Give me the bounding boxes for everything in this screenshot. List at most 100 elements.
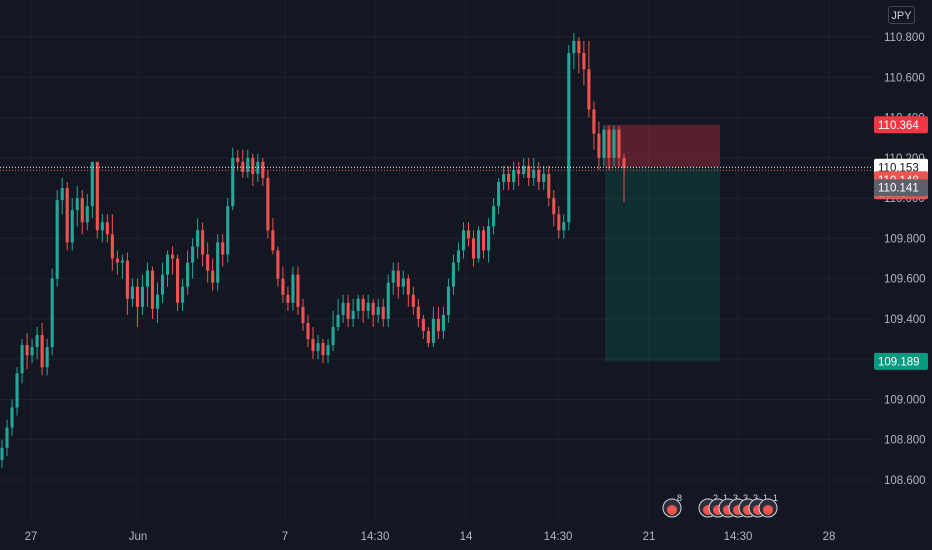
candle-down — [110, 214, 114, 271]
candle-body — [291, 274, 295, 303]
stop-loss-zone — [605, 124, 720, 168]
event-count-label: 1 — [723, 493, 728, 503]
candle-body — [130, 286, 134, 299]
event-count-label: 3 — [733, 493, 738, 503]
candle-up — [376, 298, 380, 323]
candle-body — [386, 282, 390, 319]
candle-body — [356, 298, 360, 311]
candle-body — [80, 198, 84, 223]
candle-body — [45, 347, 49, 368]
candle-body — [346, 302, 350, 319]
candle-up — [130, 278, 134, 307]
event-flag-dot — [667, 505, 677, 515]
candle-body — [416, 306, 420, 319]
candle-down — [436, 306, 440, 340]
candle-body — [20, 345, 24, 374]
price-label: 110.153 — [878, 162, 919, 174]
candle-up — [331, 310, 335, 352]
candle-body — [25, 345, 29, 356]
candle-body — [90, 161, 94, 207]
candle-up — [100, 214, 104, 243]
candle-body — [331, 326, 335, 346]
candle-body — [396, 270, 400, 287]
candle-down — [95, 161, 99, 239]
candle-body — [256, 161, 260, 174]
candle-up — [512, 161, 516, 191]
candle-up — [155, 282, 160, 323]
candle-up — [602, 125, 606, 166]
candle-up — [60, 177, 64, 215]
candle-body — [517, 169, 521, 174]
candle-down — [361, 294, 365, 323]
candle-down — [206, 242, 210, 283]
candle-down — [421, 314, 425, 340]
candle-body — [376, 306, 380, 315]
candle-body — [497, 181, 501, 207]
candle-up — [341, 294, 345, 323]
candle-body — [547, 173, 551, 199]
candle-down — [261, 157, 265, 187]
candle-up — [356, 294, 360, 319]
candle-down — [125, 252, 129, 315]
candle-up — [386, 274, 390, 327]
candle-body — [476, 230, 481, 259]
candle-down — [276, 246, 280, 287]
price-label-bg — [874, 116, 928, 134]
candle-body — [165, 254, 170, 275]
candle-up — [30, 339, 34, 364]
candle-up — [231, 147, 235, 211]
candle-down — [346, 294, 350, 327]
candle-up — [246, 149, 250, 178]
candle-down — [577, 37, 581, 74]
candle-body — [0, 447, 4, 460]
candle-body — [246, 157, 250, 172]
candle-body — [612, 129, 616, 158]
candle-down — [236, 149, 240, 170]
candle-body — [40, 335, 44, 368]
candle-body — [371, 302, 375, 315]
candle-up — [502, 165, 506, 191]
candle-body — [85, 206, 89, 223]
candle-body — [251, 157, 255, 174]
candle-up — [191, 238, 195, 279]
candle-body — [35, 335, 39, 348]
candle-body — [221, 242, 225, 255]
candle-down — [321, 339, 325, 364]
candle-down — [150, 266, 155, 319]
candle-body — [507, 173, 511, 182]
candle-up — [492, 198, 496, 235]
candle-body — [451, 262, 456, 287]
event-count-label: 2 — [713, 493, 718, 503]
candle-body — [236, 157, 240, 162]
candle-body — [552, 198, 556, 215]
candle-body — [196, 230, 200, 247]
candle-up — [85, 194, 89, 231]
candle-body — [125, 260, 129, 299]
candle-body — [5, 427, 9, 448]
candle-up — [476, 226, 481, 263]
candle-body — [572, 41, 576, 54]
candle-down — [306, 314, 310, 348]
candle-down — [406, 274, 410, 307]
candle-body — [582, 53, 586, 70]
candle-body — [316, 343, 320, 352]
candle-body — [301, 306, 305, 323]
candle-down — [311, 326, 315, 360]
candle-down — [211, 258, 215, 291]
candle-body — [306, 322, 310, 340]
candle-up — [456, 242, 461, 271]
x-axis-tick-label: 7 — [282, 531, 288, 543]
candle-down — [296, 266, 300, 315]
candle-body — [341, 302, 345, 315]
candle-down — [281, 266, 285, 303]
candle-down — [471, 230, 476, 267]
candle-up — [140, 274, 145, 315]
candle-down — [65, 181, 69, 251]
candle-up — [391, 262, 395, 295]
currency-badge[interactable]: JPY — [888, 6, 915, 24]
candle-body — [411, 294, 415, 307]
candle-up — [226, 198, 230, 263]
candle-up — [196, 218, 200, 259]
candle-down — [557, 206, 561, 239]
